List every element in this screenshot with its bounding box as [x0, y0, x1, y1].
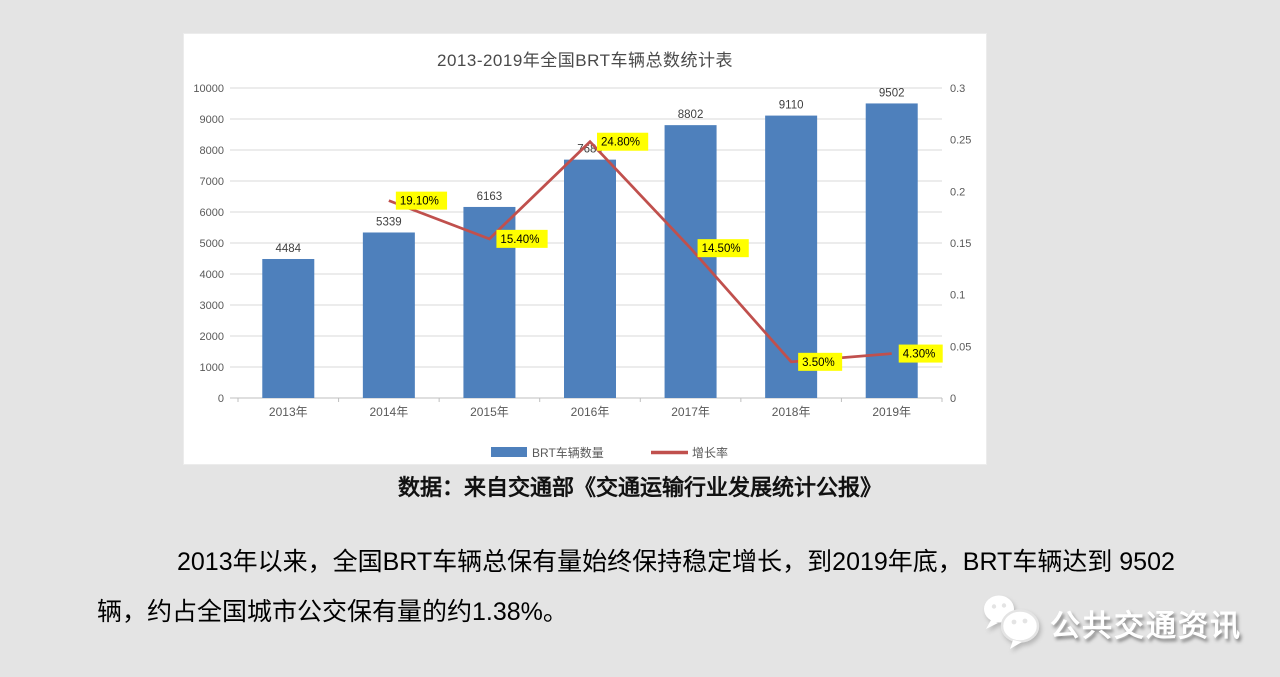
left-axis-tick-label: 9000: [200, 114, 224, 126]
category-label: 2017年: [671, 405, 710, 419]
right-axis-tick-label: 0.15: [950, 238, 971, 250]
chart-card: 0 1000 2000 3000 4000 5000 6000 7000 8000 9000 100…: [183, 33, 987, 465]
right-axis-tick-label: 0.05: [950, 341, 971, 353]
legend-line-label: 增长率: [692, 445, 728, 460]
point-label: 24.80%: [601, 137, 640, 149]
right-axis-tick-label: 0.3: [950, 83, 965, 95]
right-axis-tick-label: 0: [950, 393, 956, 405]
left-axis-tick-label: 4000: [200, 269, 224, 281]
bar-value-label: 9110: [779, 100, 804, 112]
point-label: 4.30%: [903, 349, 936, 361]
legend-bar-swatch: [491, 447, 527, 457]
point-label: 19.10%: [400, 196, 439, 208]
category-label: 2013年: [269, 405, 308, 419]
watermark: 公共交通资讯: [982, 594, 1242, 652]
legend-bar-label: BRT车辆数量: [532, 445, 604, 460]
left-axis-tick-label: 5000: [200, 238, 224, 250]
point-label-highlight: [697, 239, 749, 258]
point-label: 15.40%: [500, 234, 539, 246]
bar: [362, 232, 415, 398]
category-label: 2016年: [571, 405, 610, 419]
bar-value-label: 6163: [477, 191, 503, 203]
point-label-highlight: [597, 132, 649, 151]
chart-title: 2013-2019年全国BRT车辆总数统计表: [437, 51, 733, 70]
left-axis-tick-label: 10000: [193, 83, 224, 95]
bar: [765, 115, 818, 398]
left-axis-tick-label: 1000: [200, 362, 224, 374]
right-axis-tick-label: 0.1: [950, 290, 965, 302]
left-axis-tick-label: 0: [218, 393, 224, 405]
category-label: 2015年: [470, 405, 509, 419]
bar-value-label: 5339: [376, 216, 402, 228]
watermark-label: 公共交通资讯: [1050, 610, 1242, 643]
point-label-highlight: [798, 352, 843, 371]
point-label: 3.50%: [802, 357, 835, 369]
right-axis-tick-label: 0.2: [950, 186, 965, 198]
bar: [564, 159, 616, 398]
bar: [664, 125, 717, 398]
right-axis-tick-label: 0.25: [950, 135, 971, 147]
point-label-highlight: [898, 344, 943, 363]
left-axis-tick-label: 8000: [200, 145, 224, 157]
point-label-highlight: [395, 191, 448, 210]
category-label: 2018年: [772, 405, 811, 419]
point-label-highlight: [496, 229, 548, 248]
data-source-caption: 数据：来自交通部《交通运输行业发展统计公报》: [397, 475, 882, 500]
left-axis-tick-label: 6000: [200, 207, 224, 219]
category-label: 2014年: [370, 405, 409, 419]
bar-value-label: 4484: [275, 243, 301, 255]
bar: [262, 258, 315, 398]
left-axis-tick-label: 3000: [200, 300, 224, 312]
bar-value-label: 9502: [879, 87, 905, 99]
point-label: 14.50%: [702, 243, 741, 255]
left-axis-tick-label: 7000: [200, 176, 224, 188]
left-axis-tick-label: 2000: [200, 331, 224, 343]
brt-combo-chart: 0 1000 2000 3000 4000 5000 6000 7000 8000 9000 100…: [193, 83, 971, 460]
bar-value-label: 8802: [678, 109, 704, 121]
wechat-icon: [984, 595, 1040, 649]
category-label: 2019年: [872, 405, 911, 419]
body-paragraph: 2013年以来，全国BRT车辆总保有量始终保持稳定增长，到2019年底，BRT车…: [97, 548, 1175, 626]
